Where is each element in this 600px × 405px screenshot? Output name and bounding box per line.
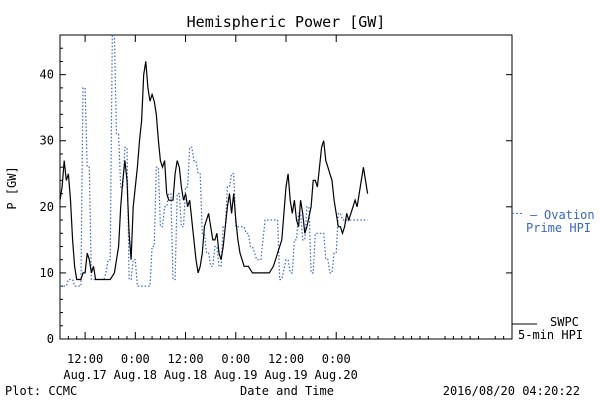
x-tick-label-time: 12:00 (268, 352, 304, 366)
x-tick-label-date: Aug.19 (214, 368, 257, 382)
footer-x-axis-label: Date and Time (240, 384, 334, 398)
x-tick-label-time: 0:00 (121, 352, 150, 366)
series-layer (59, 34, 369, 287)
y-axis: 0 10 20 30 40 (40, 34, 512, 346)
legend-swpc-label-line1: SWPC (550, 315, 579, 329)
x-tick-label-date: Aug.19 (264, 368, 307, 382)
series-line-ovation-prime-hpi (60, 34, 368, 287)
series-line-swpc-5-min-hpi (59, 61, 369, 281)
x-tick-label-time: 12:00 (67, 352, 103, 366)
footer-timestamp: 2016/08/20 04:20:22 (443, 384, 580, 398)
x-tick-label-date: Aug.18 (114, 368, 157, 382)
x-axis: 12:00 Aug.17 0:00 Aug.18 12:00 Aug.18 0:00 Aug.… (59, 35, 513, 382)
legend-ovation-label-line1: Ovation (544, 208, 595, 222)
legend-swpc-label-line2: 5-min HPI (518, 328, 583, 342)
chart-title: Hemispheric Power [GW] (187, 13, 386, 31)
y-axis-label: P [GW] (5, 166, 19, 209)
x-tick-label-time: 0:00 (322, 352, 351, 366)
y-tick-label: 20 (40, 200, 54, 214)
legend-ovation-marker-glyph: – (530, 208, 538, 222)
x-tick-label-date: Aug.17 (63, 368, 106, 382)
y-tick-label: 10 (40, 266, 54, 280)
y-tick-label: 0 (47, 332, 54, 346)
y-tick-label: 30 (40, 134, 54, 148)
x-tick-label-date: Aug.20 (315, 368, 358, 382)
y-tick-label: 40 (40, 68, 54, 82)
x-tick-label-time: 0:00 (221, 352, 250, 366)
x-tick-label-time: 12:00 (167, 352, 203, 366)
footer-plot-credit: Plot: CCMC (5, 384, 77, 398)
x-tick-label-date: Aug.18 (164, 368, 207, 382)
legend-ovation-label-line2: Prime HPI (526, 221, 591, 235)
